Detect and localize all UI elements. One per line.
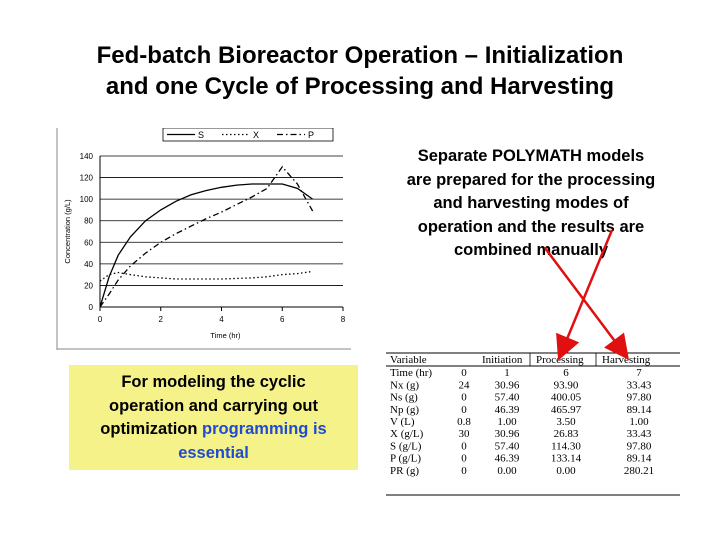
table-cell: Np (g) [390, 404, 419, 416]
table-cell: 89.14 [627, 404, 652, 416]
y-tick-label: 120 [80, 174, 94, 183]
table-cell: 0.00 [556, 465, 576, 477]
callout-highlight: programming is [202, 420, 327, 438]
note-line: operation and the results are [417, 217, 645, 236]
table-cell: V (L) [390, 416, 415, 428]
table-cell: 465.97 [551, 404, 582, 416]
x-tick-label: 6 [280, 315, 285, 324]
y-axis-label: Concentration (g/L) [63, 199, 72, 264]
table-cell: 0.8 [457, 416, 471, 428]
series-line-P [99, 165, 314, 308]
table-header: Initiation [482, 354, 523, 366]
table-cell: P (g/L) [390, 453, 421, 465]
table-cell: 400.05 [551, 392, 582, 404]
table-header: Variable [390, 354, 427, 366]
table-cell: 46.39 [495, 453, 520, 465]
table-header: Processing [536, 354, 584, 366]
legend-box [162, 128, 334, 142]
y-tick-label: 100 [80, 195, 94, 204]
table-cell: Nx (g) [390, 379, 419, 391]
table-cell: 33.43 [627, 379, 652, 391]
table-cell: 0 [461, 392, 467, 404]
y-tick-label: 80 [84, 217, 93, 226]
table-cell: S (g/L) [390, 440, 422, 452]
table-cell: 97.80 [627, 440, 652, 452]
table-cell: 89.14 [627, 453, 652, 465]
x-tick-label: 8 [341, 315, 346, 324]
table-cell: 280.21 [624, 465, 654, 477]
table-cell: 26.83 [554, 428, 579, 440]
table-cell: Time (hr) [390, 367, 432, 379]
table-cell: 30 [459, 428, 471, 440]
title-line-2: and one Cycle of Processing and Harvesti… [105, 73, 615, 100]
arrow-to-harvesting [544, 247, 629, 360]
note-line: Separate POLYMATH models [417, 147, 645, 165]
table-header: Harvesting [602, 354, 651, 366]
slide-title: Fed-batch Bioreactor Operation – Initial… [0, 40, 720, 102]
note-line: combined manually [453, 241, 609, 259]
table-cell: 0.00 [497, 465, 517, 477]
table-cell: PR (g) [390, 465, 419, 477]
table-cell: 6 [563, 367, 569, 379]
y-tick-label: 40 [84, 260, 93, 269]
y-tick-label: 140 [80, 152, 94, 161]
note-line: are prepared for the processing [406, 170, 656, 189]
callout-line: For modeling the cyclic [121, 373, 306, 391]
table-cell: 1 [504, 367, 510, 379]
callout-line-highlight: essential [178, 443, 249, 462]
table-cell: 97.80 [627, 392, 652, 404]
y-tick-label: 60 [84, 238, 93, 247]
table-cell: 30.96 [495, 428, 520, 440]
table-cell: 3.50 [556, 416, 576, 428]
table-cell: 57.40 [495, 440, 520, 452]
x-tick-label: 2 [159, 315, 164, 324]
table-cell: 0 [461, 453, 467, 465]
y-tick-label: 0 [89, 303, 94, 312]
concentration-chart: 0 20 40 60 80 100 120 140 0 2 4 6 8 Time (hr) Concentr… [56, 128, 351, 350]
results-table: Variable Initiation Processing Harvesting Ti… [384, 350, 684, 498]
table-cell: 33.43 [627, 428, 652, 440]
title-line-1: Fed-batch Bioreactor Operation – Initial… [96, 42, 624, 69]
legend-label: S [198, 130, 204, 140]
table-cell: X (g/L) [390, 428, 424, 440]
table-cell: Ns (g) [390, 392, 418, 404]
table-cell: 7 [636, 367, 642, 379]
table-cell: 1.00 [629, 416, 649, 428]
series-line-X [99, 270, 313, 282]
table-cell: 46.39 [495, 404, 520, 416]
callout-line: optimization programming is [69, 418, 358, 442]
table-cell: 1.00 [497, 416, 517, 428]
table-background [384, 350, 684, 498]
table-cell: 114.30 [551, 440, 581, 452]
table-cell: 0 [461, 404, 467, 416]
x-axis-label: Time (hr) [210, 331, 241, 340]
polymath-note: Separate POLYMATH models are prepared fo… [376, 145, 686, 263]
legend-label: X [253, 130, 259, 140]
table-cell: 0 [461, 367, 467, 379]
x-tick-label: 0 [98, 315, 103, 324]
legend-label: P [308, 130, 314, 140]
callout-text: optimization [100, 420, 203, 438]
table-cell: 57.40 [495, 392, 520, 404]
table-cell: 0 [461, 465, 467, 477]
callout-line: operation and carrying out [108, 396, 319, 415]
table-cell: 133.14 [551, 453, 582, 465]
table-cell: 93.90 [554, 379, 579, 391]
series-line-S [99, 183, 313, 308]
table-cell: 0 [461, 440, 467, 452]
table-cell: 30.96 [495, 379, 520, 391]
x-tick-label: 4 [219, 315, 224, 324]
y-tick-label: 20 [84, 281, 93, 290]
note-line: and harvesting modes of [433, 194, 629, 212]
table-cell: 24 [459, 379, 471, 391]
callout-box: For modeling the cyclic operation and ca… [69, 365, 358, 470]
